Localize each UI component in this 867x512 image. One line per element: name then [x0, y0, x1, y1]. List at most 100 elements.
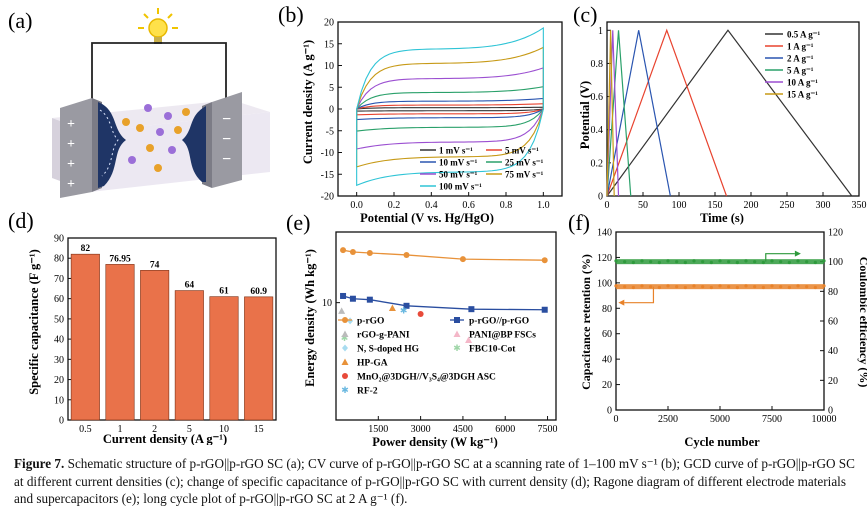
data-point [683, 260, 687, 265]
bar-value-label: 60.9 [250, 287, 267, 297]
cv-curve [356, 26, 544, 187]
y-tick-label-left: 100 [597, 278, 612, 289]
data-point [709, 285, 713, 290]
y-axis-label-left: Capacitance retention (%) [579, 254, 593, 390]
legend-label: 5 A g⁻¹ [787, 66, 814, 76]
svg-text:−: − [222, 151, 231, 168]
arrowhead [794, 250, 801, 257]
cv-curve [356, 106, 544, 112]
data-point [349, 249, 356, 256]
plot-frame [606, 21, 860, 197]
x-axis-label: Cycle number [684, 435, 760, 449]
y-tick-label-right: 20 [828, 376, 838, 387]
caption-text: Schematic structure of p-rGO||p-rGO SC (… [14, 456, 855, 506]
bar [105, 264, 135, 421]
data-point [735, 285, 739, 290]
svg-text:+: + [67, 177, 75, 192]
y-tick-label-right: 120 [828, 228, 843, 239]
legend-marker [341, 330, 349, 337]
y-tick-label: 20 [324, 18, 334, 29]
data-point [770, 284, 774, 288]
ions [122, 104, 190, 172]
axis-arrow-left [624, 286, 655, 304]
data-point [735, 260, 739, 265]
x-tick-label: 50 [638, 200, 648, 211]
x-axis-label: Current density (A g⁻¹) [103, 432, 227, 445]
y-tick-label-left: 60 [602, 329, 612, 340]
cv-curve [356, 67, 544, 150]
data-point [623, 260, 627, 264]
y-tick-label: 0.6 [591, 92, 604, 103]
legend-label: N, S-doped HG [357, 345, 420, 355]
data-point [640, 259, 644, 263]
y-tick-label: 5 [329, 83, 334, 94]
data-point [614, 284, 618, 288]
series-line [342, 249, 545, 261]
data-point [805, 285, 809, 289]
data-point [718, 259, 722, 263]
legend-label: p-rGO//p-rGO [469, 317, 529, 327]
bar-value-label: 61 [219, 287, 229, 297]
y-tick-label-right: 0 [828, 406, 833, 417]
data-point [465, 336, 473, 344]
cv-curve [356, 97, 544, 121]
bar-value-label: 74 [150, 260, 160, 270]
data-point: ✱ [400, 305, 408, 315]
gcd-curve [606, 29, 853, 197]
legend-label: 5 mV s⁻¹ [505, 146, 539, 156]
x-tick-label: 5000 [710, 414, 730, 425]
legend-marker [341, 358, 349, 365]
legend-marker [453, 330, 461, 337]
data-point [459, 256, 466, 263]
y-tick-label: 0.2 [591, 158, 604, 169]
data-point [675, 285, 679, 289]
schematic-diagram: (a) + + + + [8, 8, 270, 198]
data-point [666, 259, 670, 263]
legend-label: 1 mV s⁻¹ [439, 146, 473, 156]
legend-label: 0.5 A g⁻¹ [787, 30, 821, 40]
panel-e: (e) Power density (W kg⁻¹) Energy densit… [280, 210, 565, 450]
y-tick-label: 0.8 [591, 59, 604, 70]
x-axis-label: Potential (V vs. Hg/HgO) [360, 211, 494, 225]
y-tick-label-right: 40 [828, 346, 838, 357]
data-point [388, 304, 396, 312]
data-point [640, 284, 644, 288]
svg-text:−: − [222, 131, 231, 148]
x-tick-label: 0.6 [462, 200, 475, 211]
x-tick-label: 0.8 [500, 200, 513, 211]
data-point [701, 285, 705, 289]
plot-frame [615, 231, 825, 411]
x-tick-label: 1 [118, 424, 123, 435]
legend-label: rGO-g-PANI [357, 331, 410, 341]
data-point [666, 284, 670, 288]
panel-letter-f: (f) [568, 210, 590, 235]
data-point [649, 285, 653, 289]
x-tick-label: 0.0 [350, 200, 363, 211]
data-point [813, 285, 817, 290]
legend-marker [342, 344, 348, 352]
y-axis-label: Current density (A g⁻¹) [301, 40, 315, 164]
y-tick-label-left: 140 [597, 228, 612, 239]
y-axis-label: Potential (V) [578, 81, 592, 149]
data-point [366, 296, 373, 303]
data-point: ✱ [341, 333, 349, 343]
left-electrode: + + + + [60, 98, 126, 198]
y-axis-label: Specific capacitance (F g⁻¹) [27, 249, 41, 395]
x-tick-label: 0 [605, 200, 610, 211]
x-tick-label: 2500 [658, 414, 678, 425]
data-point [614, 259, 618, 263]
cv-curve [356, 103, 544, 116]
x-axis-label: Power density (W kg⁻¹) [372, 435, 498, 449]
x-tick-label: 0.2 [388, 200, 401, 211]
y-tick-label-left: 40 [602, 355, 612, 366]
legend-marker [342, 317, 348, 323]
legend-label: RF-2 [357, 387, 378, 397]
legend-label: 25 mV s⁻¹ [505, 158, 544, 168]
cv-curve [356, 86, 544, 132]
gcd-chart: (c) Time (s) Potential (V) 0 0.2 0.4 0.6 0.8… [573, 2, 867, 225]
x-tick-label: 0.4 [425, 200, 438, 211]
x-tick-label: 200 [744, 200, 759, 211]
y-tick-label: 0 [59, 416, 64, 427]
y-tick-label: -15 [321, 170, 334, 181]
y-tick-label: 30 [54, 355, 64, 366]
